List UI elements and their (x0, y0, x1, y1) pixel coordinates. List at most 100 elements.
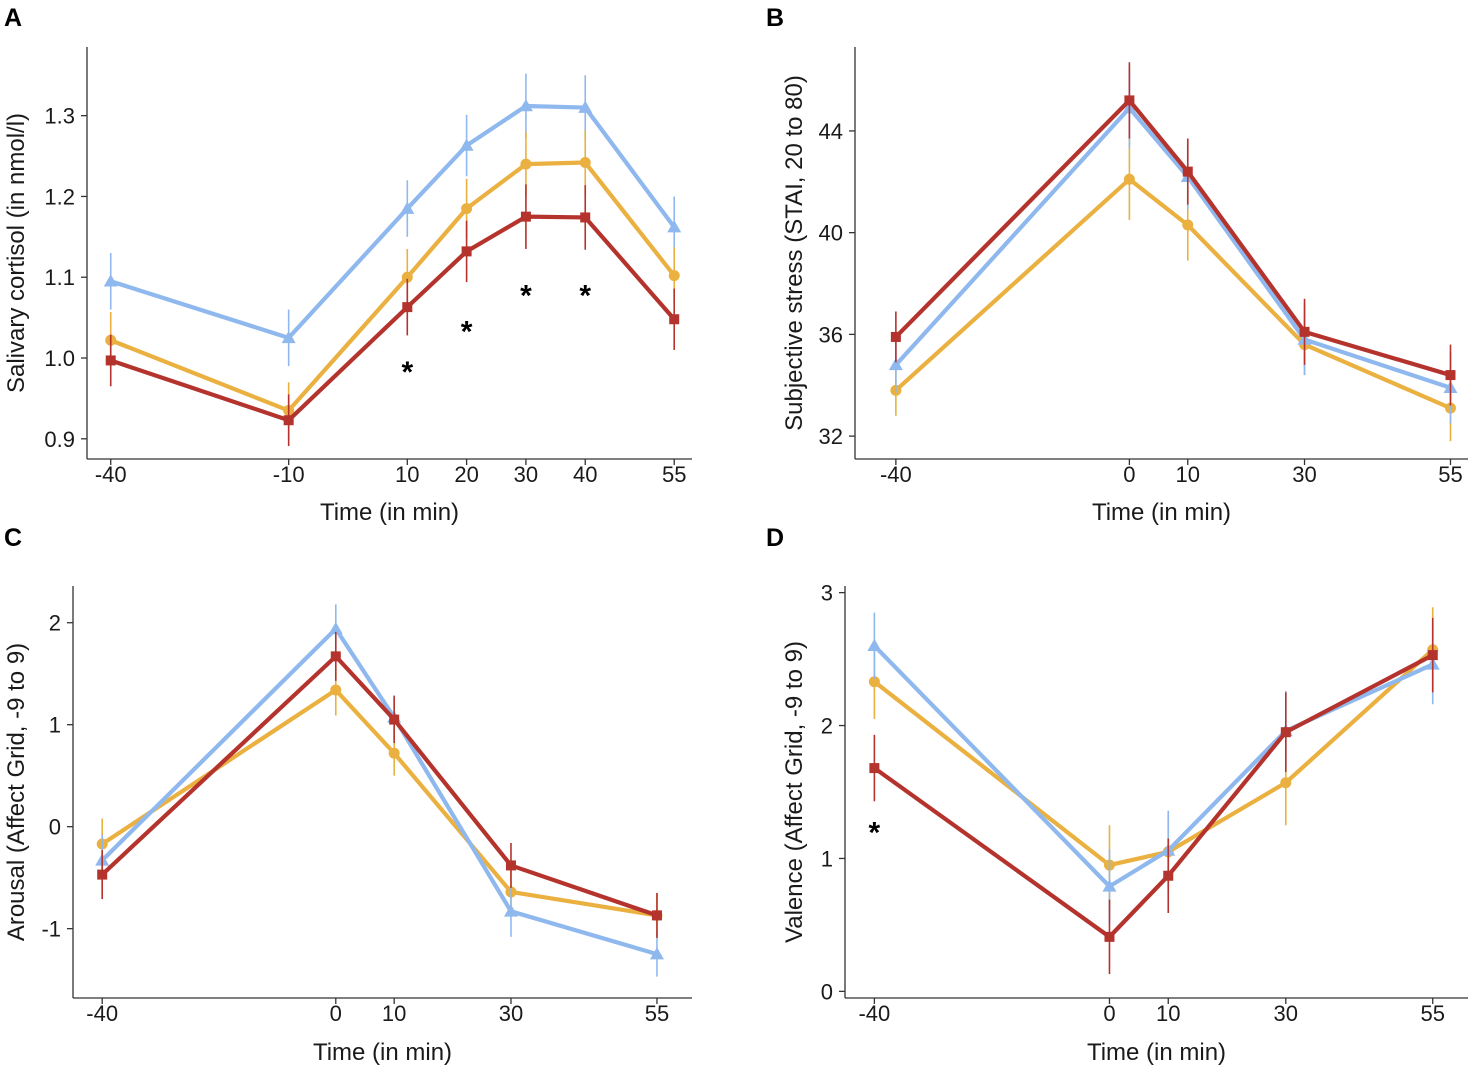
y-tick-label: 1.0 (44, 346, 75, 371)
series-line (100, 687, 660, 918)
y-tick-label: 1.3 (44, 104, 75, 129)
data-point (888, 357, 903, 371)
y-tick-label: 1 (49, 713, 61, 738)
y-tick-label: 0 (49, 815, 61, 840)
y-tick-label: 44 (819, 119, 843, 144)
data-point (1182, 166, 1193, 177)
data-point (667, 220, 682, 233)
x-tick-label: 55 (1420, 1001, 1444, 1026)
data-point (389, 714, 400, 725)
series-red (97, 631, 662, 938)
y-axis-title: Arousal (Affect Grid, -9 to 9) (3, 643, 30, 941)
data-point (505, 860, 516, 871)
y-tick-label: 0.9 (44, 427, 75, 452)
data-point (669, 314, 680, 325)
data-point (579, 157, 591, 169)
panel-label: C (4, 524, 22, 552)
x-axis-title: Time (in min) (313, 1039, 452, 1066)
data-point (281, 330, 296, 344)
data-point (1427, 650, 1438, 661)
x-axis-title: Time (in min) (1087, 1039, 1226, 1066)
series-line (872, 653, 1435, 939)
data-point (890, 331, 901, 342)
x-tick-label: 30 (514, 462, 538, 487)
data-point (503, 904, 518, 917)
series-line (893, 105, 1453, 390)
panel-label: D (766, 524, 784, 552)
y-tick-label: 1 (821, 846, 833, 871)
x-tick-label: 55 (662, 462, 686, 487)
data-point (388, 747, 400, 759)
panel-label: A (4, 4, 22, 32)
x-tick-label: 55 (645, 1001, 669, 1026)
x-tick-label: -10 (273, 462, 305, 487)
panel-c: C -1 0 1 2 -40 0 10 30 55 Time (in min) Arousal (Af… (3, 524, 692, 1066)
data-point (1102, 879, 1117, 892)
x-tick-label: -40 (95, 462, 127, 487)
data-point (1299, 326, 1310, 337)
x-tick-label: 10 (382, 1001, 406, 1026)
data-point (518, 98, 533, 112)
y-tick-label: 3 (821, 581, 833, 606)
series-line (872, 647, 1435, 868)
data-point (461, 203, 473, 215)
y-tick-label: 1.1 (44, 265, 75, 290)
series-line (893, 98, 1453, 378)
data-point (1445, 370, 1456, 381)
data-point (1104, 931, 1115, 942)
x-tick-label: 30 (1274, 1001, 1298, 1026)
data-point (97, 869, 108, 880)
series-line (872, 643, 1435, 889)
panel-label: B (766, 4, 784, 32)
data-point (651, 910, 662, 921)
significance-marker: * (869, 817, 881, 850)
series-red (105, 184, 680, 447)
data-point (1163, 870, 1174, 881)
significance-marker: * (520, 279, 532, 312)
x-tick-label: -40 (86, 1001, 118, 1026)
data-point (867, 638, 882, 652)
x-tick-label: 20 (454, 462, 478, 487)
series-blue (867, 612, 1440, 924)
series-red (890, 62, 1456, 406)
series-red (869, 617, 1438, 975)
x-tick-label: -40 (880, 462, 912, 487)
y-tick-label: 2 (821, 714, 833, 739)
data-point (1280, 777, 1292, 789)
y-tick-label: -1 (41, 917, 61, 942)
data-point (520, 158, 532, 170)
panel-a: A 0.9 1.0 1.1 1.2 1.3 -40 -10 10 20 30 40 55 Time (in… (3, 4, 692, 526)
y-tick-label: 1.2 (44, 184, 75, 209)
y-tick-label: 40 (819, 221, 843, 246)
data-point (103, 274, 118, 287)
significance-marker: * (401, 356, 413, 389)
y-tick-label: 32 (819, 424, 843, 449)
data-point (578, 100, 593, 113)
data-point (1182, 219, 1194, 231)
significance-marker: * (461, 316, 473, 349)
data-point (330, 651, 341, 662)
x-tick-label: 10 (1156, 1001, 1180, 1026)
y-tick-label: 2 (49, 611, 61, 636)
x-tick-label: -40 (858, 1001, 890, 1026)
data-point (649, 947, 664, 960)
series-blue (103, 73, 682, 367)
data-point (869, 763, 880, 774)
y-tick-label: 0 (821, 979, 833, 1004)
x-tick-label: 40 (573, 462, 597, 487)
panel-d: D 0 1 2 3 -40 0 10 30 55 Time (in min) Valence (Aff… (766, 524, 1468, 1066)
x-axis-title: Time (in min) (1092, 499, 1231, 526)
series-line (108, 214, 677, 423)
x-tick-label: 10 (1176, 462, 1200, 487)
data-point (520, 211, 531, 222)
data-point (402, 302, 413, 313)
data-point (868, 676, 880, 688)
data-point (105, 355, 116, 366)
data-point (401, 271, 413, 283)
data-point (580, 212, 591, 223)
x-tick-label: 0 (1103, 1001, 1115, 1026)
series-line (893, 177, 1453, 411)
series-yellow (105, 130, 680, 439)
